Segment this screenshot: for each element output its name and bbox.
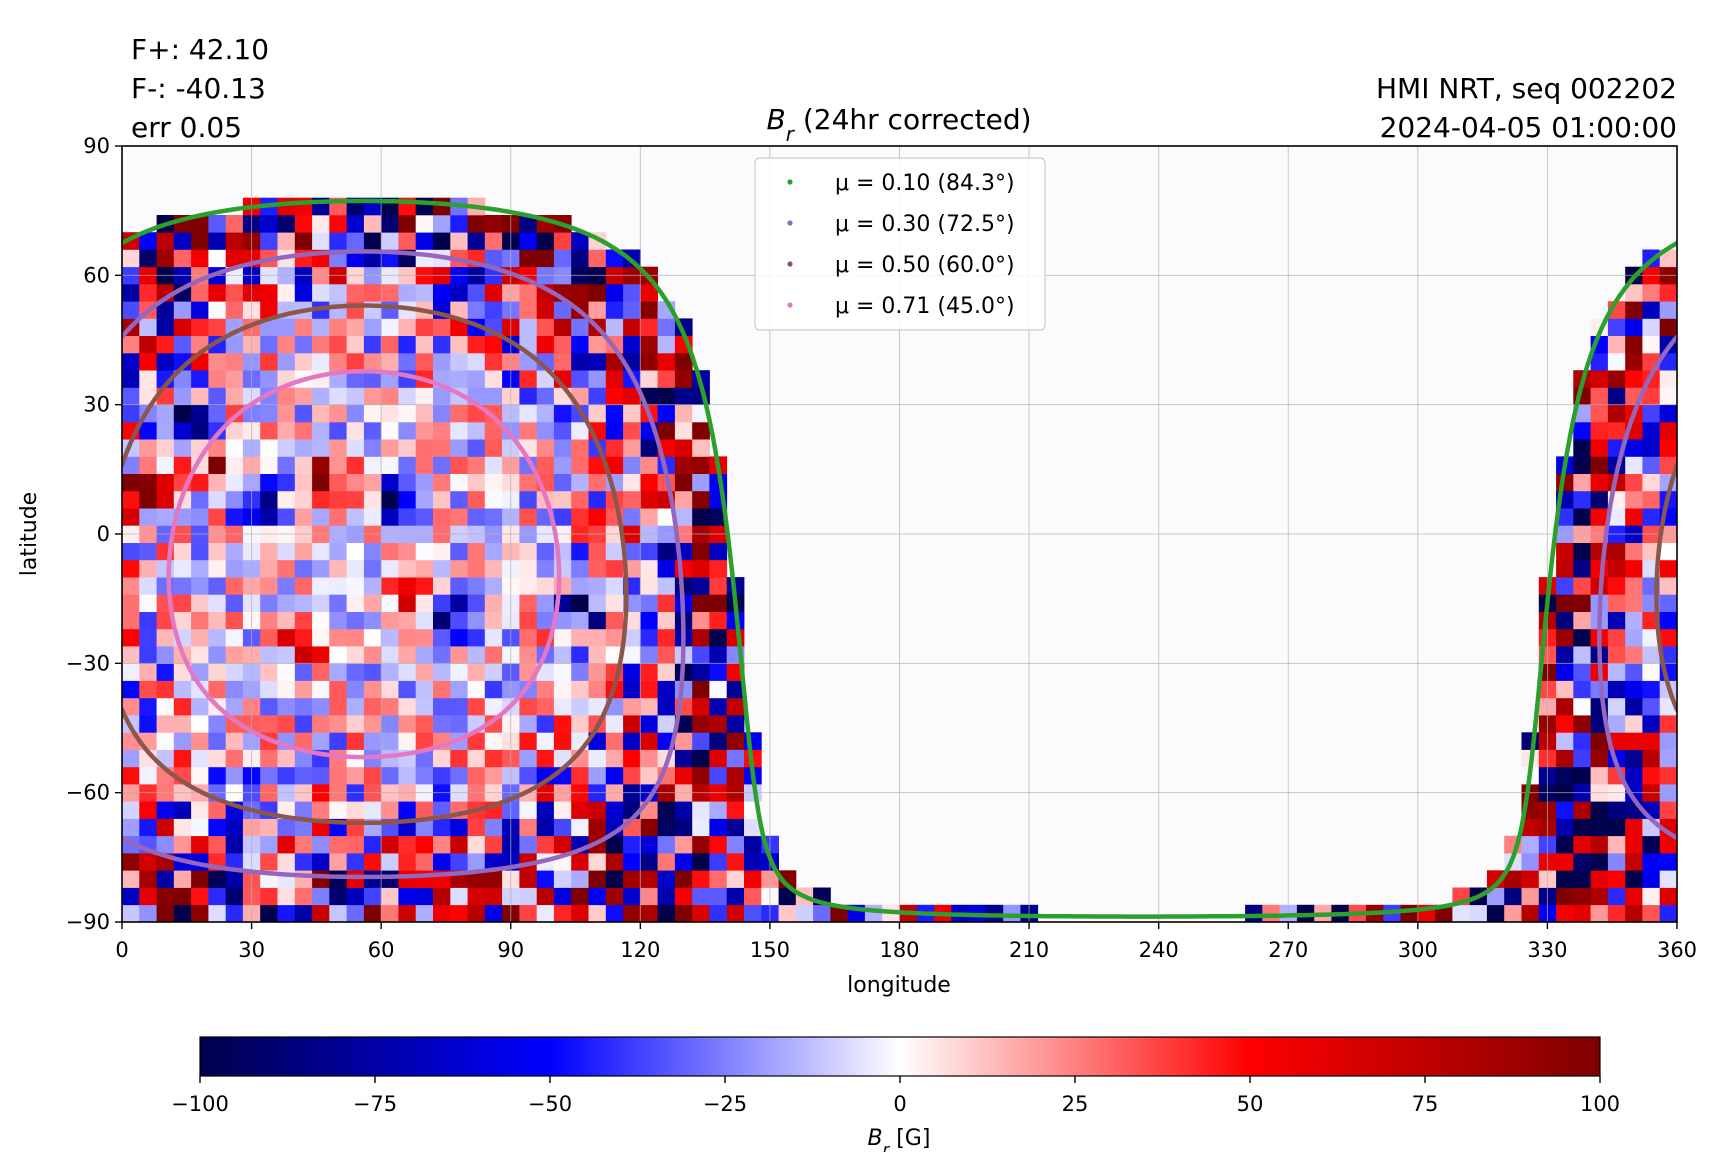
legend-marker bbox=[787, 179, 793, 185]
source-label: HMI NRT, seq 002202 bbox=[1375, 72, 1677, 105]
x-tick-label: 120 bbox=[620, 938, 660, 962]
y-tick-label: −90 bbox=[66, 910, 110, 934]
legend-box bbox=[754, 157, 1046, 331]
legend-label: μ = 0.30 (72.5°) bbox=[835, 212, 1015, 237]
y-tick-label: −30 bbox=[66, 651, 110, 675]
colorbar-tick-label: 75 bbox=[1412, 1092, 1439, 1116]
colorbar-tick-label: −100 bbox=[171, 1092, 229, 1116]
x-tick-label: 360 bbox=[1657, 938, 1697, 962]
legend: μ = 0.10 (84.3°) μ = 0.30 (72.5°) μ = 0.50… bbox=[754, 157, 1046, 331]
colorbar-ticks: −100 −75 −50 −25 0 25 50 75 100 bbox=[171, 1076, 1620, 1116]
y-tick-label: 30 bbox=[83, 393, 110, 417]
mu-contour-path bbox=[122, 303, 1677, 826]
mu-contour-0-5 bbox=[122, 303, 1677, 826]
legend-label: μ = 0.10 (84.3°) bbox=[835, 171, 1015, 196]
legend-label: μ = 0.50 (60.0°) bbox=[835, 253, 1015, 278]
x-axis-ticks: 0 30 60 90 120 150 180 210 240 270 300 330 360 bbox=[115, 922, 1697, 962]
colorbar-tick-label: 0 bbox=[893, 1092, 906, 1116]
x-tick-label: 270 bbox=[1268, 938, 1308, 962]
colorbar-label: Br [G] bbox=[868, 1126, 931, 1152]
x-tick-label: 330 bbox=[1527, 938, 1567, 962]
x-tick-label: 90 bbox=[497, 938, 524, 962]
colorbar-tick-label: 50 bbox=[1237, 1092, 1264, 1116]
flux-positive: F+: 42.10 bbox=[131, 33, 270, 66]
flux-negative: F-: -40.13 bbox=[131, 72, 266, 105]
x-tick-label: 180 bbox=[879, 938, 919, 962]
x-tick-label: 300 bbox=[1398, 938, 1438, 962]
x-tick-label: 210 bbox=[1009, 938, 1049, 962]
colorbar-tick-label: −25 bbox=[703, 1092, 747, 1116]
x-tick-label: 30 bbox=[238, 938, 265, 962]
colorbar-tick-label: −75 bbox=[353, 1092, 397, 1116]
mu-contour-0-3 bbox=[122, 249, 1677, 880]
error-value: err 0.05 bbox=[131, 111, 243, 144]
chart-title: Br (24hr corrected) bbox=[766, 103, 1031, 146]
x-tick-label: 240 bbox=[1139, 938, 1179, 962]
y-axis-ticks: 90 60 30 0 −30 −60 −90 bbox=[66, 134, 122, 934]
x-tick-label: 60 bbox=[368, 938, 395, 962]
y-tick-label: 90 bbox=[83, 134, 110, 158]
y-tick-label: −60 bbox=[66, 781, 110, 805]
legend-label: μ = 0.71 (45.0°) bbox=[835, 294, 1015, 319]
legend-marker bbox=[787, 220, 793, 226]
flux-summary: F+: 42.10 F-: -40.13 err 0.05 bbox=[131, 30, 269, 147]
mu-contour-path bbox=[122, 249, 1677, 880]
x-tick-label: 0 bbox=[115, 938, 128, 962]
legend-marker bbox=[787, 302, 793, 308]
colorbar-tick-label: 25 bbox=[1062, 1092, 1089, 1116]
legend-marker bbox=[787, 261, 793, 267]
y-tick-label: 0 bbox=[97, 522, 110, 546]
x-axis-label: longitude bbox=[847, 973, 951, 998]
timestamp-label: 2024-04-05 01:00:00 bbox=[1379, 111, 1677, 144]
colorbar bbox=[199, 1036, 1601, 1077]
y-tick-label: 60 bbox=[83, 263, 110, 287]
mu-contour-0-71 bbox=[166, 368, 562, 760]
mu-contour-path bbox=[166, 368, 562, 760]
y-axis-label: latitude bbox=[17, 492, 42, 576]
x-tick-label: 150 bbox=[750, 938, 790, 962]
source-info: HMI NRT, seq 002202 2024-04-05 01:00:00 bbox=[1376, 69, 1677, 147]
colorbar-tick-label: 100 bbox=[1580, 1092, 1620, 1116]
mu-contours bbox=[122, 198, 1677, 919]
colorbar-tick-label: −50 bbox=[528, 1092, 572, 1116]
